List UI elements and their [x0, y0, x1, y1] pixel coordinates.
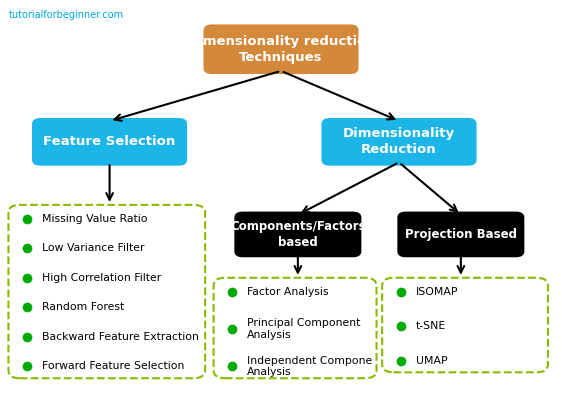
Text: t-SNE: t-SNE [416, 321, 446, 331]
Text: Principal Component
Analysis: Principal Component Analysis [247, 318, 361, 340]
Text: UMAP: UMAP [416, 355, 447, 366]
Text: Components/Factors
based: Components/Factors based [230, 220, 366, 249]
Text: Independent Compone
Analysis: Independent Compone Analysis [247, 356, 373, 377]
FancyBboxPatch shape [234, 212, 361, 257]
FancyBboxPatch shape [8, 205, 205, 378]
FancyBboxPatch shape [397, 212, 524, 257]
Text: Backward Feature Extraction: Backward Feature Extraction [42, 332, 199, 342]
Text: Feature Selection: Feature Selection [43, 136, 176, 148]
Text: Factor Analysis: Factor Analysis [247, 286, 329, 297]
Text: tutorialforbeginner.com: tutorialforbeginner.com [8, 10, 124, 20]
FancyBboxPatch shape [382, 278, 548, 372]
Text: Dimensionality reduction
Techniques: Dimensionality reduction Techniques [187, 35, 375, 64]
Text: ISOMAP: ISOMAP [416, 286, 459, 297]
Text: Dimensionality
Reduction: Dimensionality Reduction [343, 127, 455, 156]
Text: Projection Based: Projection Based [405, 228, 517, 241]
Text: Low Variance Filter: Low Variance Filter [42, 243, 144, 253]
FancyBboxPatch shape [214, 278, 377, 378]
Text: Missing Value Ratio: Missing Value Ratio [42, 214, 148, 224]
FancyBboxPatch shape [203, 24, 359, 74]
FancyBboxPatch shape [32, 118, 187, 165]
Text: High Correlation Filter: High Correlation Filter [42, 273, 161, 283]
Text: Random Forest: Random Forest [42, 302, 124, 312]
FancyBboxPatch shape [321, 118, 477, 165]
Text: Forward Feature Selection: Forward Feature Selection [42, 361, 184, 372]
